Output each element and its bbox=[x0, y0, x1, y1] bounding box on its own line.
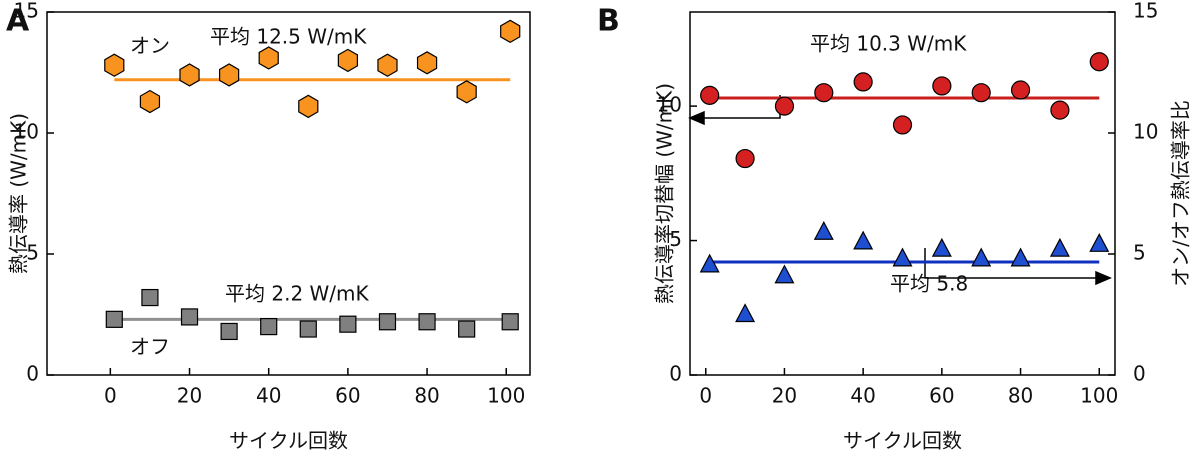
series-label: オフ bbox=[130, 335, 170, 359]
y-axis-label: 熱伝導率 (W/mK) bbox=[7, 113, 31, 274]
circle-marker bbox=[1010, 80, 1031, 100]
square-marker bbox=[299, 320, 317, 338]
arrowhead bbox=[1095, 270, 1112, 286]
hexagon-marker bbox=[104, 53, 125, 77]
triangle-marker bbox=[735, 303, 756, 323]
triangle-marker bbox=[699, 253, 720, 273]
triangle-marker bbox=[1049, 237, 1070, 257]
square-marker bbox=[141, 288, 159, 307]
y-axis-label: 熱伝導率切替幅 (W/mK) bbox=[653, 83, 677, 304]
circle-marker bbox=[932, 76, 952, 96]
plot-frame bbox=[689, 11, 1116, 376]
triangle-marker bbox=[971, 247, 992, 267]
hexagon-marker bbox=[258, 46, 279, 70]
mean-label: 平均 10.3 W/mK bbox=[810, 32, 967, 56]
hexagon-marker bbox=[218, 63, 240, 87]
circle-marker bbox=[1089, 52, 1109, 72]
y-tick-label: 10 bbox=[657, 93, 682, 117]
panel-label: B bbox=[597, 4, 620, 39]
circle-marker bbox=[735, 148, 755, 169]
triangle-marker bbox=[1010, 247, 1031, 267]
circle-marker bbox=[1050, 100, 1070, 120]
hexagon-marker bbox=[337, 48, 359, 73]
arrowhead bbox=[688, 110, 705, 126]
circle-marker bbox=[700, 85, 720, 105]
triangle-marker bbox=[1089, 233, 1110, 252]
hexagon-marker bbox=[500, 19, 521, 44]
hexagon-marker bbox=[179, 63, 200, 87]
x-tick-label: 20 bbox=[772, 384, 797, 408]
square-marker bbox=[180, 308, 199, 326]
y2-tick-label: 10 bbox=[1133, 120, 1158, 144]
square-marker bbox=[339, 315, 357, 333]
triangle-marker bbox=[853, 230, 874, 250]
mean-label: 平均 12.5 W/mK bbox=[210, 25, 367, 49]
hexagon-marker bbox=[416, 51, 438, 75]
mean-label: 平均 5.8 bbox=[890, 272, 968, 296]
x-axis-label: サイクル回数 bbox=[229, 429, 348, 453]
hexagon-marker bbox=[377, 53, 398, 77]
square-marker bbox=[260, 318, 278, 336]
x-tick-label: 0 bbox=[699, 384, 712, 408]
square-marker bbox=[501, 313, 519, 331]
triangle-marker bbox=[892, 247, 913, 267]
y2-tick-label: 5 bbox=[1133, 241, 1146, 265]
square-marker bbox=[105, 310, 123, 328]
mean-label: 平均 2.2 W/mK bbox=[225, 282, 370, 306]
y-tick-label: 0 bbox=[26, 362, 39, 386]
circle-marker bbox=[774, 96, 795, 116]
y-tick-label: 0 bbox=[669, 362, 682, 386]
plot-frame bbox=[46, 11, 531, 376]
x-tick-label: 80 bbox=[1008, 384, 1033, 408]
triangle-marker bbox=[813, 220, 834, 240]
square-marker bbox=[418, 313, 436, 331]
x-tick-label: 60 bbox=[929, 384, 954, 408]
arrows bbox=[688, 95, 1112, 286]
square-marker bbox=[458, 320, 476, 338]
y-tick-label: 5 bbox=[669, 227, 682, 251]
y2-tick-label: 15 bbox=[1133, 0, 1158, 23]
hexagon-marker bbox=[456, 80, 477, 104]
x-tick-label: 100 bbox=[1080, 384, 1118, 408]
y-tick-label: 10 bbox=[14, 120, 39, 144]
x-tick-label: 20 bbox=[177, 384, 202, 408]
panel-label: A bbox=[6, 4, 30, 39]
y-tick-label: 15 bbox=[14, 0, 39, 23]
circle-marker bbox=[853, 72, 873, 92]
circle-marker bbox=[971, 83, 991, 103]
x-tick-label: 40 bbox=[256, 384, 281, 408]
x-tick-label: 60 bbox=[335, 384, 360, 408]
x-tick-label: 40 bbox=[850, 384, 875, 408]
arrow-right bbox=[924, 248, 1098, 279]
x-tick-label: 80 bbox=[414, 384, 439, 408]
triangle-marker bbox=[774, 264, 795, 284]
square-marker bbox=[220, 322, 238, 341]
y2-tick-label: 0 bbox=[1133, 362, 1146, 386]
y-tick-label: 5 bbox=[26, 241, 39, 265]
square-marker bbox=[378, 313, 397, 331]
series-label: オン bbox=[130, 34, 170, 58]
x-tick-label: 100 bbox=[487, 384, 525, 408]
hexagon-marker bbox=[298, 94, 319, 119]
circle-marker bbox=[814, 83, 834, 103]
y2-axis-label: オン/オフ熱伝導率比 bbox=[1169, 100, 1193, 287]
hexagon-marker bbox=[139, 89, 161, 114]
x-tick-label: 0 bbox=[104, 384, 117, 408]
triangle-marker bbox=[931, 237, 952, 257]
circle-marker bbox=[892, 115, 913, 135]
x-axis-label: サイクル回数 bbox=[843, 429, 962, 453]
